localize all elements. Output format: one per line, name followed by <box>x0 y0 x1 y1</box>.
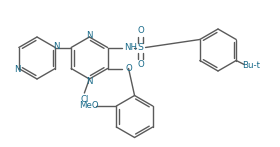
Text: MeO: MeO <box>80 101 99 111</box>
Text: N: N <box>86 76 93 86</box>
Text: S: S <box>138 43 143 52</box>
Text: N: N <box>15 65 21 74</box>
Text: Cl: Cl <box>80 96 88 105</box>
Text: N: N <box>53 42 59 51</box>
Text: N: N <box>86 30 93 40</box>
Text: Bu-t: Bu-t <box>242 61 260 70</box>
Text: NH: NH <box>124 43 137 52</box>
Text: O: O <box>137 26 144 35</box>
Text: O: O <box>125 64 132 73</box>
Text: O: O <box>137 60 144 69</box>
